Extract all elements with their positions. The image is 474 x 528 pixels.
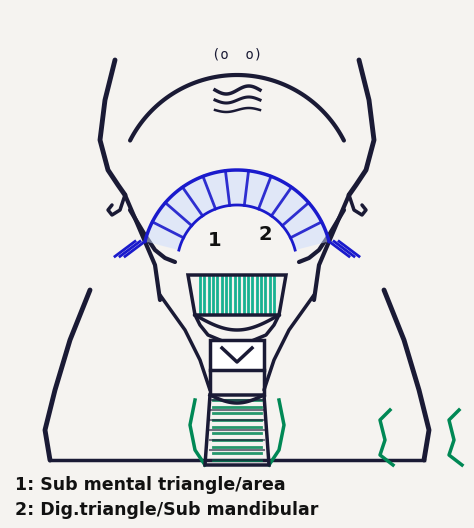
Text: 2: 2 (258, 225, 272, 244)
Text: 1: Sub mental triangle/area: 1: Sub mental triangle/area (15, 476, 286, 494)
Polygon shape (210, 340, 264, 370)
Text: (o  o): (o o) (212, 48, 262, 62)
Polygon shape (145, 170, 329, 250)
Text: 1: 1 (208, 231, 222, 250)
Text: 2: Dig.triangle/Sub mandibular: 2: Dig.triangle/Sub mandibular (15, 501, 319, 519)
